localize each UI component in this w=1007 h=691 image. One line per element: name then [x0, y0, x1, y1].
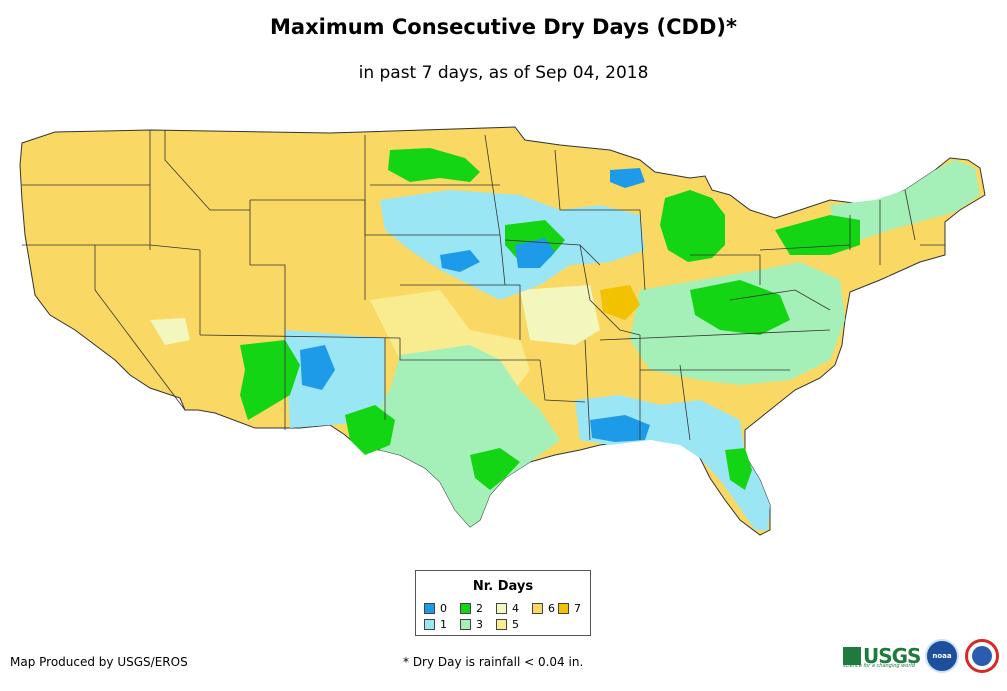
legend-grid: 0 1 2 3 4 5 6 7: [422, 602, 588, 636]
legend-swatch: [496, 619, 507, 630]
region-day4-midwest: [520, 285, 600, 345]
region-day0-newmexico: [300, 345, 335, 390]
legend-item-4: 4: [496, 602, 519, 615]
region-day2-michigan: [660, 190, 725, 262]
region-day3-northeast: [830, 160, 980, 240]
legend-swatch: [532, 603, 543, 614]
state-boundaries: [22, 130, 945, 441]
legend-swatch: [558, 603, 569, 614]
legend-swatch: [460, 619, 471, 630]
region-day2-southtexas: [470, 448, 520, 490]
region-day2-northeast: [775, 215, 860, 255]
region-day3-texas: [370, 345, 560, 527]
legend-item-2: 2: [460, 602, 483, 615]
legend-item-7: 7: [558, 602, 581, 615]
legend-item-5: 5: [496, 618, 519, 631]
legend-label: 7: [574, 602, 581, 615]
region-day0-iowa: [515, 238, 555, 268]
region-day0-minnesota: [610, 168, 645, 188]
usgs-wave-icon: [843, 647, 861, 665]
map-title: Maximum Consecutive Dry Days (CDD)*: [270, 15, 737, 39]
legend-label: 0: [440, 602, 447, 615]
region-day2-dakota: [388, 148, 480, 182]
usgs-wordmark: USGS: [863, 644, 921, 668]
legend-item-6: 6: [532, 602, 555, 615]
noaa-logo: noaa: [925, 639, 959, 673]
usgs-tagline: science for a changing world: [843, 663, 915, 669]
legend-swatch: [424, 619, 435, 630]
usgs-logo: USGS: [843, 644, 921, 668]
us-landmass: [19, 126, 986, 536]
region-day7-ozark: [600, 285, 640, 320]
legend-label: 6: [548, 602, 555, 615]
region-day2-florida: [725, 448, 752, 490]
dry-day-footnote: * Dry Day is rainfall < 0.04 in.: [403, 655, 584, 669]
legend-item-0: 0: [424, 602, 447, 615]
legend-label: 3: [476, 618, 483, 631]
region-day0-nebraska: [440, 250, 480, 272]
nws-logo: [965, 639, 999, 673]
legend-item-3: 3: [460, 618, 483, 631]
legend-label: 4: [512, 602, 519, 615]
legend-swatch: [496, 603, 507, 614]
nws-emblem-icon: [972, 646, 992, 666]
region-day4-sierra: [150, 318, 190, 345]
map-legend: Nr. Days 0 1 2 3 4 5 6 7: [415, 570, 591, 636]
legend-label: 5: [512, 618, 519, 631]
legend-item-1: 1: [424, 618, 447, 631]
legend-swatch: [460, 603, 471, 614]
legend-label: 2: [476, 602, 483, 615]
region-day2-appalachia: [690, 280, 790, 335]
legend-title: Nr. Days: [472, 579, 534, 594]
region-day2-westtexas: [345, 405, 395, 455]
map-credit: Map Produced by USGS/EROS: [10, 655, 188, 669]
agency-logos: USGS science for a changing world noaa: [843, 638, 1003, 678]
region-day0-gulf: [590, 415, 650, 442]
legend-swatch: [424, 603, 435, 614]
map-subtitle: in past 7 days, as of Sep 04, 2018: [358, 63, 649, 83]
legend-label: 1: [440, 618, 447, 631]
noaa-wordmark: noaa: [932, 652, 952, 660]
